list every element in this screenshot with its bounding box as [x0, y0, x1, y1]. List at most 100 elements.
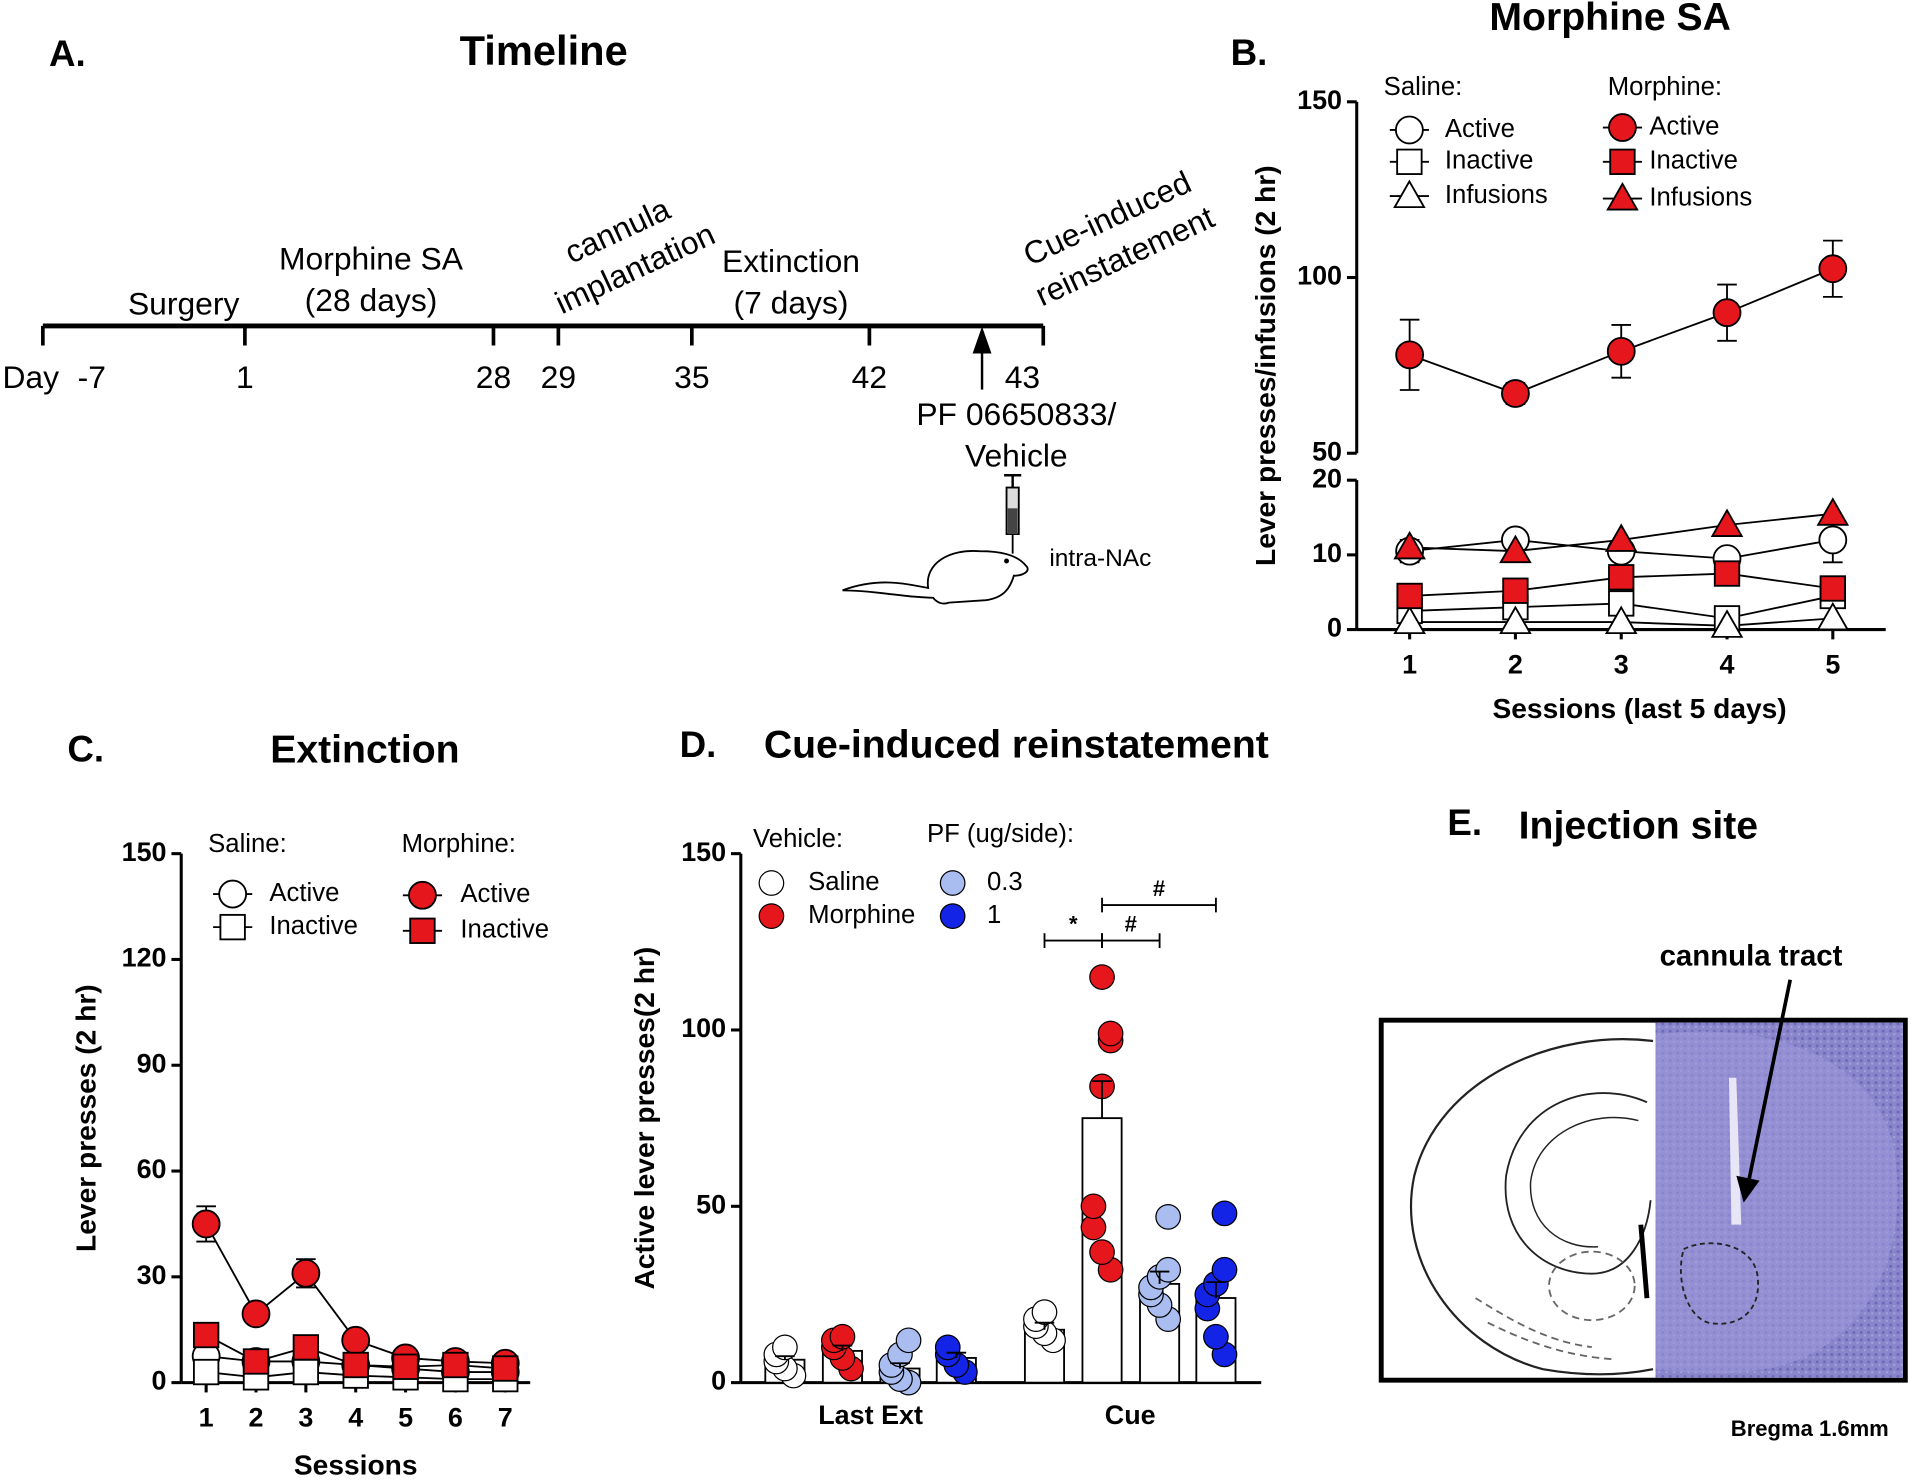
- day-tick-label: 35: [674, 359, 709, 395]
- data-point: [192, 1358, 220, 1386]
- data-point: [192, 1321, 220, 1349]
- day-tick-label: 42: [852, 359, 887, 395]
- y-tick-label: 0: [711, 1366, 726, 1396]
- data-point: [292, 1358, 320, 1386]
- panel-title: Timeline: [460, 27, 628, 74]
- x-tick-label: 6: [448, 1402, 463, 1432]
- data-point: [241, 1299, 271, 1329]
- legend-title: PF (ug/side):: [927, 820, 1074, 848]
- significance-bracket: [1101, 897, 1217, 913]
- panel-label: E.: [1447, 802, 1482, 843]
- phase-label: Morphine SA: [279, 240, 464, 276]
- data-point: [1713, 560, 1741, 587]
- significance-label: *: [1069, 912, 1078, 937]
- legend-label: Inactive: [1649, 147, 1738, 175]
- data-point: [1499, 605, 1532, 635]
- significance-label: #: [1153, 876, 1165, 901]
- x-tick-label: 7: [498, 1402, 513, 1432]
- legend-marker: [1608, 113, 1637, 142]
- x-tick-label: 5: [398, 1402, 413, 1432]
- data-point: [1818, 254, 1848, 284]
- data-point: [1710, 609, 1744, 638]
- data-point: [1501, 379, 1530, 408]
- data-point: [442, 1351, 469, 1379]
- data-point: [1393, 530, 1426, 560]
- legend-label: Inactive: [269, 912, 358, 940]
- significance-label: #: [1125, 912, 1137, 937]
- day-tick-label: -7: [78, 359, 106, 395]
- day-tick-label: 43: [1005, 359, 1040, 395]
- legend-title: Morphine:: [1608, 73, 1722, 101]
- arrow-label: cannula tract: [1660, 940, 1843, 973]
- y-tick-label: 120: [122, 943, 167, 973]
- legend-label: 0.3: [987, 868, 1023, 896]
- x-axis-label: Sessions (last 5 days): [1492, 693, 1786, 724]
- legend-title: Saline:: [208, 830, 287, 858]
- legend-marker: [939, 903, 966, 929]
- panel-label: D.: [680, 724, 717, 765]
- y-axis-label: Lever presses/infusions (2 hr): [1250, 165, 1281, 566]
- data-point: [1608, 564, 1635, 591]
- day-tick-label: 29: [541, 359, 576, 395]
- panel-label: B.: [1231, 32, 1268, 73]
- error-bar: [775, 1355, 795, 1360]
- x-tick-label: Cue: [1105, 1400, 1156, 1430]
- data-point: [492, 1355, 519, 1382]
- data-point: [1089, 1239, 1115, 1266]
- error-bar: [1092, 1080, 1112, 1119]
- legend-marker: [1393, 179, 1426, 209]
- treatment-label: Vehicle: [965, 438, 1068, 474]
- legend-title: Vehicle:: [753, 825, 843, 853]
- data-point: [291, 1258, 321, 1288]
- x-axis-label: Sessions: [294, 1450, 418, 1481]
- data-point: [895, 1327, 922, 1354]
- y-tick-label: 50: [1312, 436, 1342, 466]
- legend-title: Morphine:: [402, 830, 516, 858]
- data-point: [1395, 340, 1425, 370]
- legend-marker: [409, 917, 436, 944]
- y-tick-label: 0: [1327, 613, 1342, 643]
- phase-label: (7 days): [734, 284, 849, 320]
- legend-label: Active: [1445, 115, 1515, 143]
- data-point: [1710, 508, 1744, 537]
- data-point: [1712, 298, 1742, 328]
- legend-label: Active: [460, 880, 530, 908]
- data-point: [1816, 497, 1850, 526]
- panel-label: A.: [49, 33, 86, 74]
- legend-label: Active: [1649, 112, 1719, 140]
- legend-label: Inactive: [460, 916, 549, 944]
- error-bar: [890, 1362, 910, 1369]
- legend-label: Infusions: [1445, 181, 1548, 209]
- phase-label: Surgery: [128, 286, 240, 322]
- x-tick-label: 3: [298, 1402, 313, 1432]
- phase-label: (28 days): [305, 282, 438, 318]
- legend-marker: [1606, 182, 1639, 211]
- data-point: [1203, 1323, 1229, 1350]
- error-bar: [1149, 1270, 1170, 1284]
- error-bar: [1206, 1281, 1226, 1298]
- data-point: [242, 1348, 270, 1375]
- y-tick-label: 50: [696, 1189, 726, 1219]
- y-tick-label: 150: [1297, 85, 1342, 115]
- y-tick-label: 90: [137, 1048, 167, 1078]
- data-point: [1818, 525, 1848, 555]
- data-point: [1604, 605, 1638, 635]
- data-point: [341, 1325, 371, 1355]
- y-tick-label: 150: [122, 837, 167, 867]
- error-bar: [1034, 1321, 1055, 1330]
- data-point: [1819, 575, 1846, 602]
- legend-marker: [758, 870, 785, 896]
- data-point: [1089, 964, 1115, 990]
- x-tick-label: 4: [1720, 649, 1735, 679]
- y-tick-label: 20: [1312, 463, 1342, 493]
- treatment-label: PF 06650833/: [916, 396, 1116, 432]
- legend-marker: [758, 903, 785, 929]
- x-tick-label: Last Ext: [818, 1400, 923, 1430]
- data-point: [191, 1209, 221, 1239]
- legend-marker: [1609, 148, 1636, 175]
- data-point: [1393, 605, 1426, 635]
- legend-marker: [218, 879, 248, 909]
- data-point: [1097, 1020, 1124, 1047]
- legend-label: Active: [269, 879, 339, 907]
- data-point: [1502, 577, 1529, 604]
